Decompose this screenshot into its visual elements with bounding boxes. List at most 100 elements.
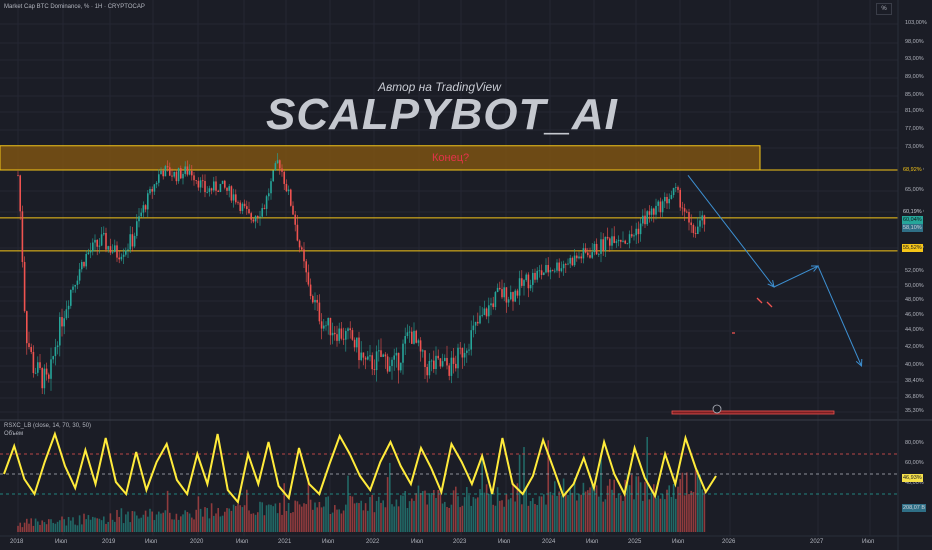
volume-bar — [232, 504, 235, 532]
volume-bar — [378, 496, 380, 532]
volume-bar — [455, 486, 457, 532]
volume-bar — [329, 513, 332, 532]
candle-body — [397, 352, 400, 371]
candle-body — [602, 239, 604, 251]
candle-body — [452, 357, 455, 364]
volume-bar — [85, 519, 87, 532]
volume-bar — [408, 501, 411, 532]
volume-title[interactable]: Объем — [4, 431, 24, 437]
volume-bar — [120, 508, 123, 532]
candle-body — [37, 362, 39, 373]
candle-body — [362, 352, 365, 358]
candle-body — [507, 299, 510, 303]
volume-bar — [446, 506, 448, 532]
candle-body — [61, 317, 63, 327]
volume-bar — [92, 516, 94, 532]
volume-bar — [285, 510, 288, 532]
volume-bar — [30, 518, 32, 532]
watermark-title: SCALPYBOT_AI — [266, 90, 618, 139]
time-tick-label: 2022 — [366, 539, 380, 545]
candle-body — [499, 287, 501, 290]
candle-body — [349, 328, 351, 331]
candle-body — [228, 186, 230, 191]
candle-body — [191, 170, 193, 176]
candle-body — [180, 168, 182, 179]
volume-bar — [609, 479, 611, 532]
volume-bar — [107, 521, 109, 532]
volume-bar — [567, 495, 569, 532]
volume-bar — [327, 496, 329, 532]
volume-bar — [188, 513, 191, 532]
time-tick-label: Июл — [145, 539, 158, 545]
volume-bar — [307, 477, 310, 532]
time-tick-label: 2026 — [722, 539, 736, 545]
candle-body — [147, 193, 149, 210]
candle-body — [549, 270, 552, 273]
candle-body — [138, 216, 140, 222]
volume-bar — [41, 520, 43, 532]
candle-body — [239, 202, 241, 211]
volume-bar — [648, 499, 651, 532]
volume-bar — [413, 500, 415, 532]
candle-body — [356, 337, 358, 348]
candle-body — [690, 222, 692, 226]
volume-bar — [661, 494, 664, 532]
candle-body — [59, 317, 61, 346]
candle-body — [648, 211, 651, 215]
volume-bar — [265, 505, 268, 532]
indicator-title[interactable]: RSXC_LB (close, 14, 70, 30, 50) — [4, 423, 92, 429]
volume-bar — [672, 483, 675, 532]
candle-body — [186, 166, 189, 175]
candle-body — [580, 256, 582, 259]
candle-body — [217, 190, 219, 192]
volume-bar — [149, 508, 151, 532]
candle-body — [617, 239, 620, 242]
candle-body — [34, 372, 37, 374]
candle-body — [415, 330, 417, 343]
volume-bar — [459, 507, 461, 532]
price-tick-label: 46,00% — [905, 312, 924, 318]
candle-body — [620, 239, 622, 242]
candle-body — [483, 308, 486, 315]
volume-bar — [81, 524, 83, 532]
volume-bar — [364, 503, 367, 532]
volume-bar — [131, 511, 134, 532]
candle-body — [604, 236, 607, 251]
volume-bar — [219, 516, 222, 532]
volume-bar — [254, 514, 257, 532]
volume-bar — [558, 491, 560, 532]
volume-bar — [28, 523, 30, 532]
volume-bar — [39, 524, 41, 532]
candle-body — [422, 350, 424, 352]
volume-bar — [664, 499, 666, 532]
volume-bar — [631, 474, 633, 532]
volume-bar — [523, 447, 525, 532]
volume-bar — [184, 510, 186, 532]
candle-body — [587, 252, 589, 256]
candle-body — [419, 340, 422, 352]
volume-bar — [435, 497, 437, 532]
candle-body — [540, 270, 543, 275]
volume-bar — [182, 514, 184, 532]
candle-body — [149, 189, 151, 194]
volume-bar — [400, 495, 402, 532]
volume-bar — [694, 470, 697, 532]
volume-bar — [439, 491, 442, 532]
candle-body — [81, 262, 83, 270]
candle-body — [547, 264, 549, 273]
percent-scale-button[interactable]: % — [876, 3, 892, 15]
candle-body — [371, 355, 373, 370]
volume-bar — [114, 521, 116, 532]
candle-body — [628, 234, 631, 244]
volume-bars — [17, 437, 706, 532]
volume-bar — [479, 489, 481, 532]
volume-bar — [556, 496, 558, 532]
candle-body — [318, 302, 321, 322]
volume-bar — [312, 509, 314, 532]
red-dash — [766, 301, 773, 308]
candle-body — [26, 311, 28, 344]
volume-bar — [404, 490, 406, 532]
candle-body — [334, 332, 336, 335]
candle-body — [353, 339, 356, 348]
